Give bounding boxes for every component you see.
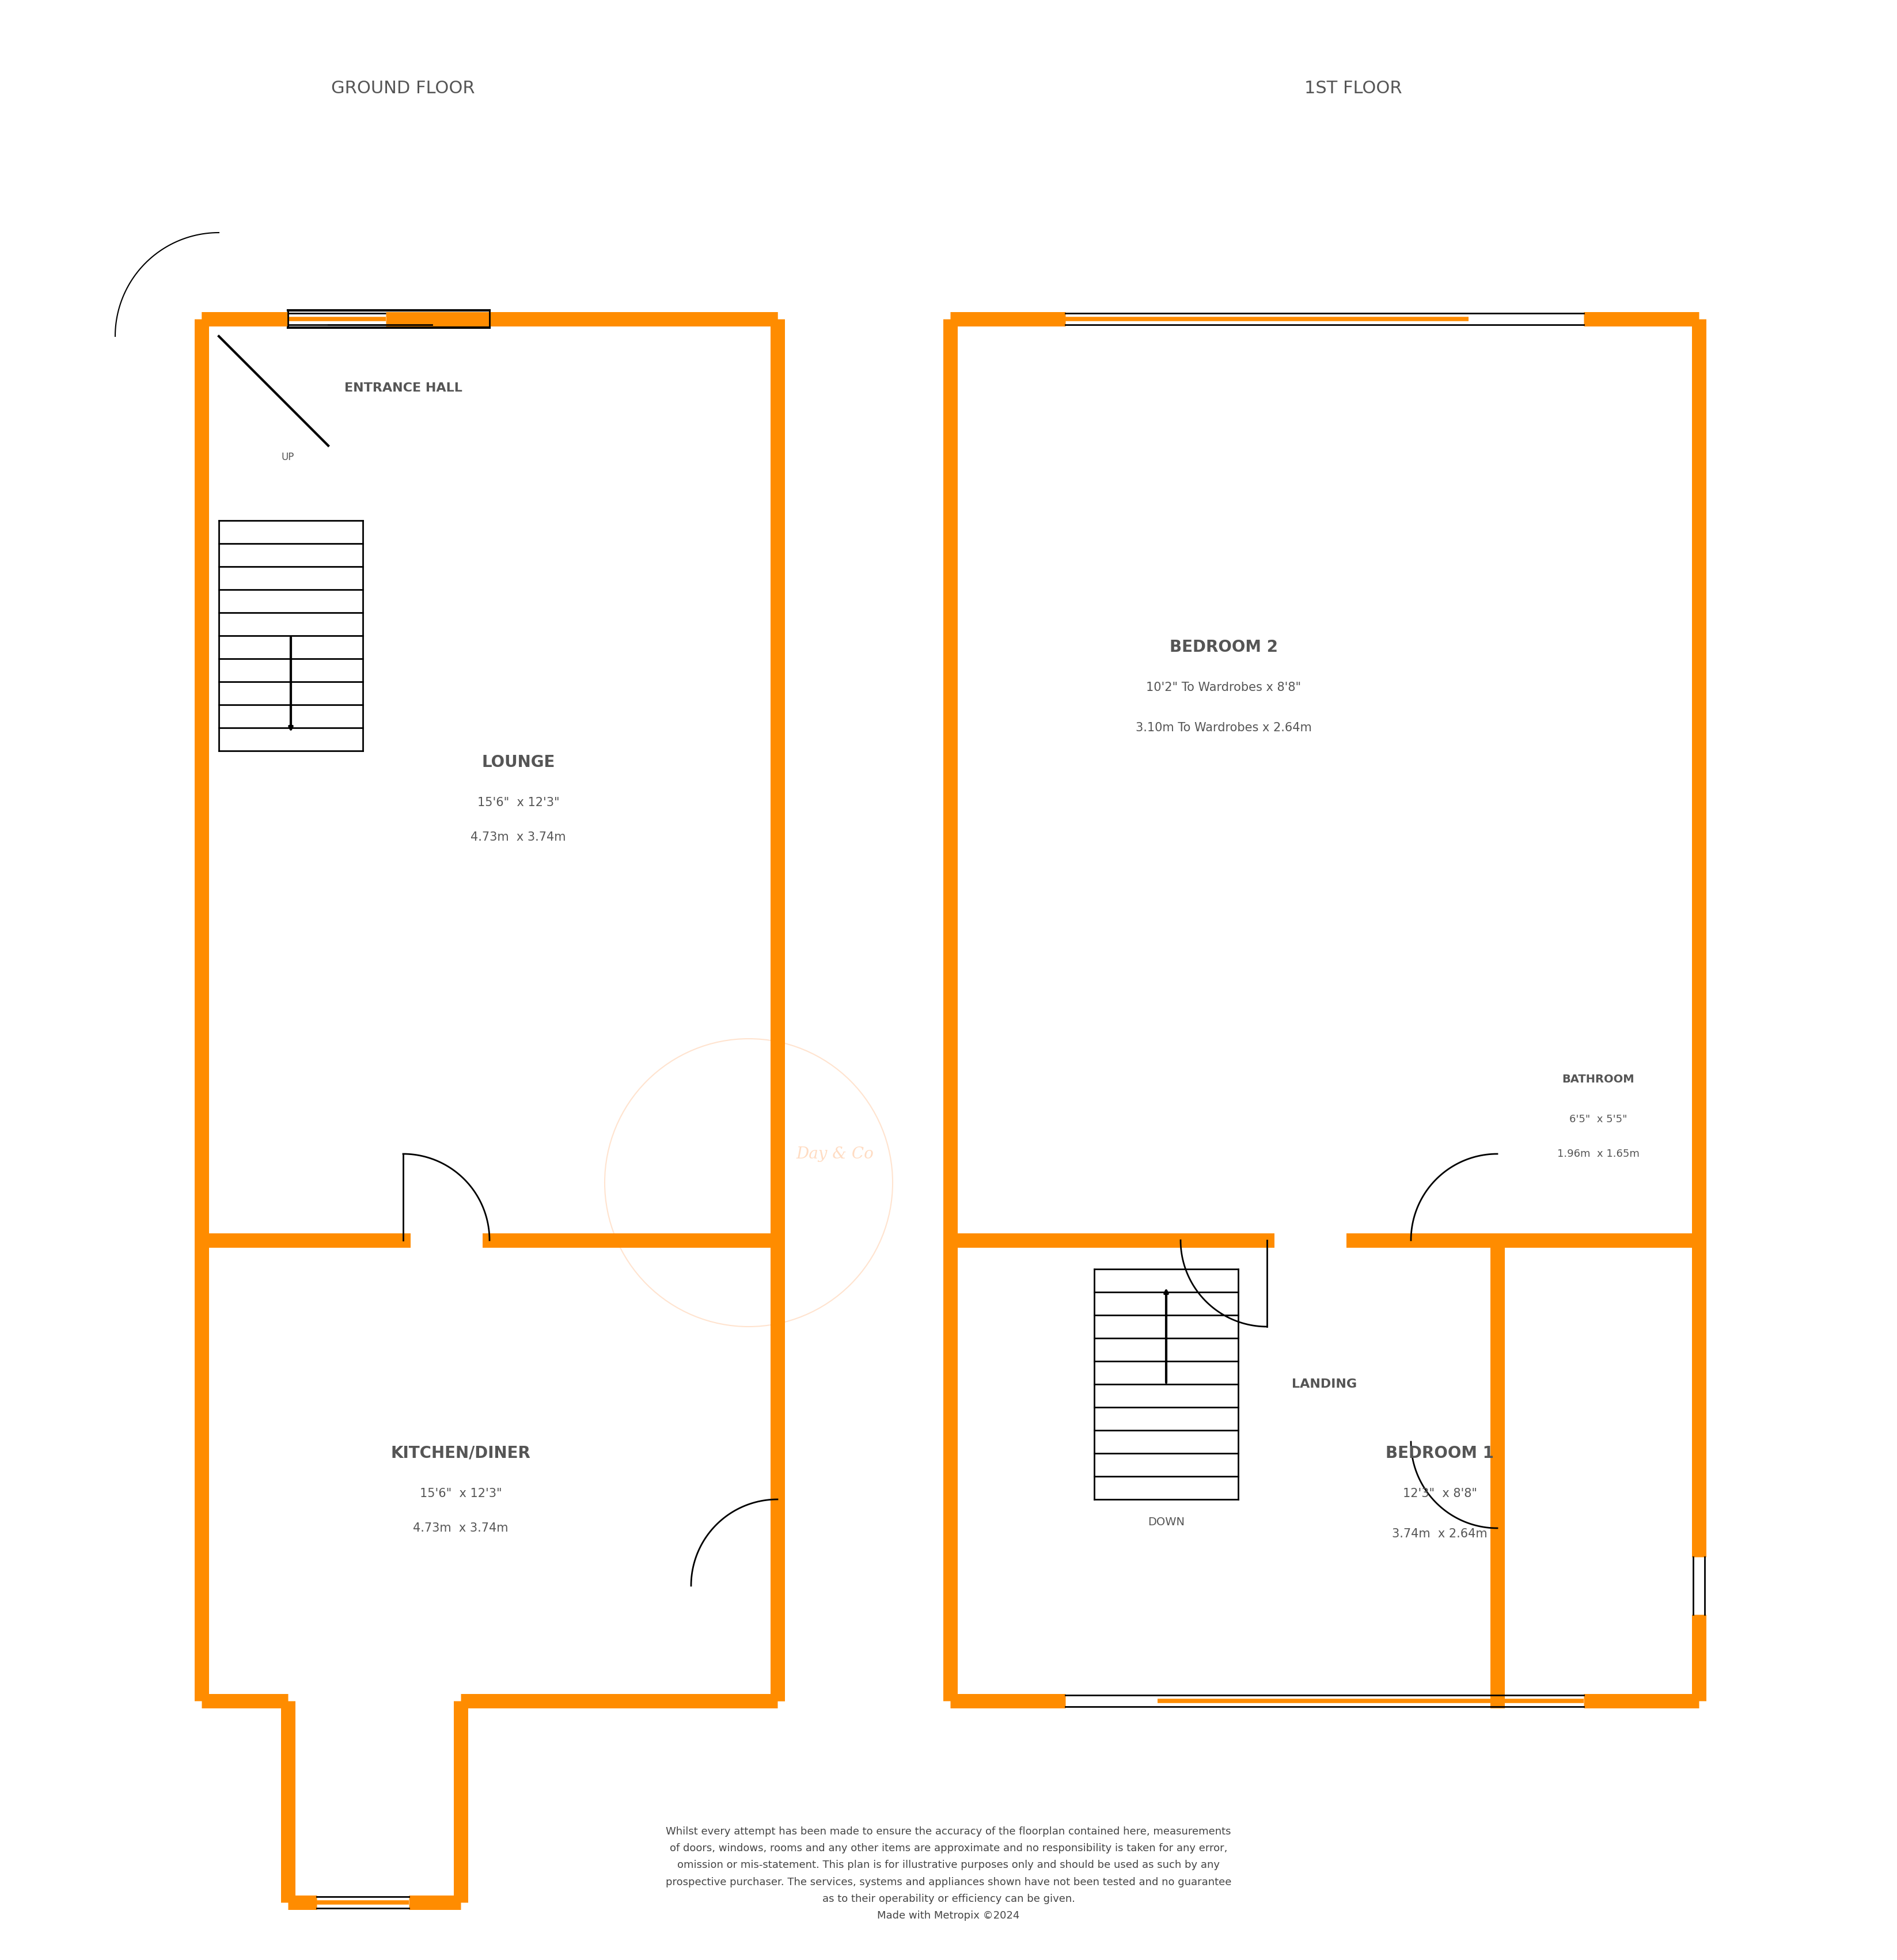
- Text: ENTRANCE HALL: ENTRANCE HALL: [343, 382, 463, 394]
- Text: 1ST FLOOR: 1ST FLOOR: [1305, 80, 1402, 98]
- Text: KITCHEN/DINER: KITCHEN/DINER: [391, 1445, 531, 1462]
- Text: 10'2" To Wardrobes x 8'8": 10'2" To Wardrobes x 8'8": [1146, 682, 1301, 694]
- Text: BATHROOM: BATHROOM: [1561, 1074, 1635, 1084]
- Text: 4.73m  x 3.74m: 4.73m x 3.74m: [414, 1523, 508, 1535]
- Text: 15'6"  x 12'3": 15'6" x 12'3": [419, 1488, 503, 1499]
- Text: LANDING: LANDING: [1292, 1378, 1356, 1390]
- Text: LOUNGE: LOUNGE: [482, 755, 556, 770]
- Text: GROUND FLOOR: GROUND FLOOR: [332, 80, 474, 98]
- Text: BEDROOM 2: BEDROOM 2: [1170, 639, 1279, 655]
- Text: 3.10m To Wardrobes x 2.64m: 3.10m To Wardrobes x 2.64m: [1136, 721, 1313, 733]
- Text: Day & Co: Day & Co: [797, 1147, 875, 1162]
- Text: 12'3"  x 8'8": 12'3" x 8'8": [1402, 1488, 1478, 1499]
- Text: 3.74m  x 2.64m: 3.74m x 2.64m: [1392, 1529, 1487, 1541]
- Text: UP: UP: [281, 453, 294, 463]
- Text: BEDROOM 1: BEDROOM 1: [1385, 1445, 1493, 1462]
- Text: 1.96m  x 1.65m: 1.96m x 1.65m: [1557, 1149, 1639, 1158]
- Text: 15'6"  x 12'3": 15'6" x 12'3": [478, 798, 560, 808]
- Text: 6'5"  x 5'5": 6'5" x 5'5": [1569, 1113, 1628, 1125]
- Text: DOWN: DOWN: [1148, 1517, 1184, 1527]
- Text: Whilst every attempt has been made to ensure the accuracy of the floorplan conta: Whilst every attempt has been made to en…: [666, 1827, 1231, 1921]
- Text: 4.73m  x 3.74m: 4.73m x 3.74m: [470, 831, 565, 843]
